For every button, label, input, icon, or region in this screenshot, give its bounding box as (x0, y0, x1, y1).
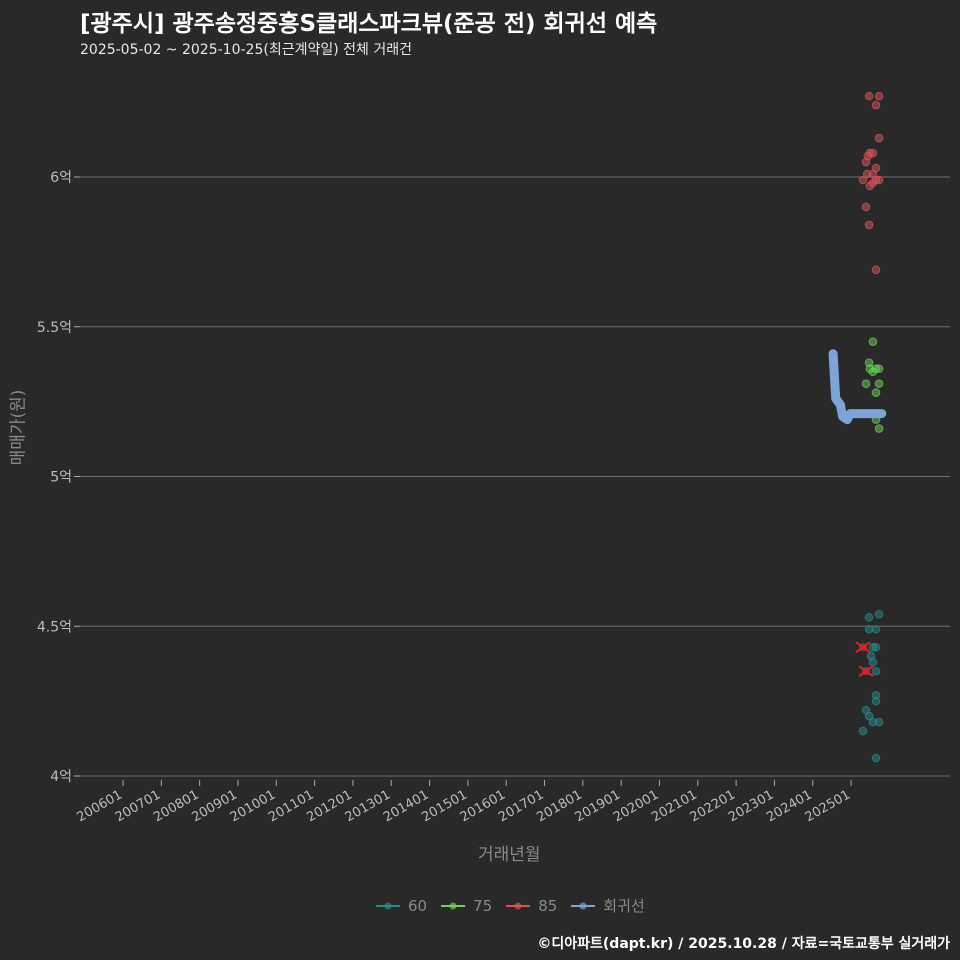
data-point-85 (864, 220, 874, 230)
legend-label: 85 (538, 896, 558, 915)
data-point-60 (871, 753, 881, 763)
data-point-60 (871, 696, 881, 706)
data-point-75 (868, 337, 878, 347)
data-point-60 (858, 726, 868, 736)
data-point-60 (871, 642, 881, 652)
y-tick-label: 5.5억 (37, 320, 72, 336)
regression-line (828, 349, 887, 425)
data-point-60 (874, 717, 884, 727)
data-point-75 (868, 367, 878, 376)
data-point-60 (871, 666, 881, 676)
legend-key-icon (441, 902, 466, 909)
y-tick-label: 6억 (50, 170, 72, 186)
legend-label: 60 (408, 896, 428, 915)
data-point-85 (861, 202, 871, 212)
legend: 60 75 85 회귀선 (376, 895, 645, 916)
y-tick-label: 4.5억 (37, 619, 72, 635)
y-tick-label: 5억 (50, 470, 72, 486)
cancelled-x-mark (855, 641, 871, 654)
data-point-85 (861, 157, 871, 167)
data-point-60 (864, 612, 874, 622)
data-point-85 (871, 265, 881, 275)
data-point-85 (874, 133, 884, 143)
x-axis-label: 거래년월 (478, 845, 541, 865)
legend-label: 75 (473, 896, 493, 915)
y-axis-label: 매매가(원) (8, 389, 29, 466)
data-point-75 (861, 379, 871, 388)
legend-item: 75 (441, 897, 492, 915)
legend-item: 회귀선 (571, 895, 645, 916)
legend-label: 회귀선 (603, 897, 645, 915)
legend-key-icon (506, 902, 531, 909)
data-point-75 (874, 379, 884, 388)
cancelled-x-mark (858, 665, 874, 677)
legend-item: 85 (506, 897, 557, 915)
data-point-85 (865, 181, 875, 191)
data-point-85 (871, 100, 881, 110)
footer-credit: ©디아파트(dapt.kr) / 2025.10.28 / 자료=국토교통부 실… (537, 936, 950, 952)
data-point-60 (868, 657, 878, 667)
data-point-60 (864, 711, 874, 721)
data-point-75 (871, 388, 881, 397)
y-tick-label: 4억 (50, 769, 72, 785)
data-point-85 (858, 175, 868, 185)
legend-key-icon (571, 902, 596, 909)
chart-subtitle: 2025-05-02 ~ 2025-10-25(최근계약일) 전체 거래건 (80, 42, 412, 58)
legend-key-icon (376, 902, 400, 909)
data-point-75 (874, 424, 884, 433)
chart-title: [광주시] 광주송정중흥S클래스파크뷰(준공 전) 회귀선 예측 (80, 11, 658, 37)
data-point-60 (874, 609, 884, 619)
legend-item: 60 (376, 897, 427, 915)
data-point-85 (874, 91, 884, 101)
data-point-85 (864, 91, 874, 101)
data-point-60 (871, 624, 881, 634)
